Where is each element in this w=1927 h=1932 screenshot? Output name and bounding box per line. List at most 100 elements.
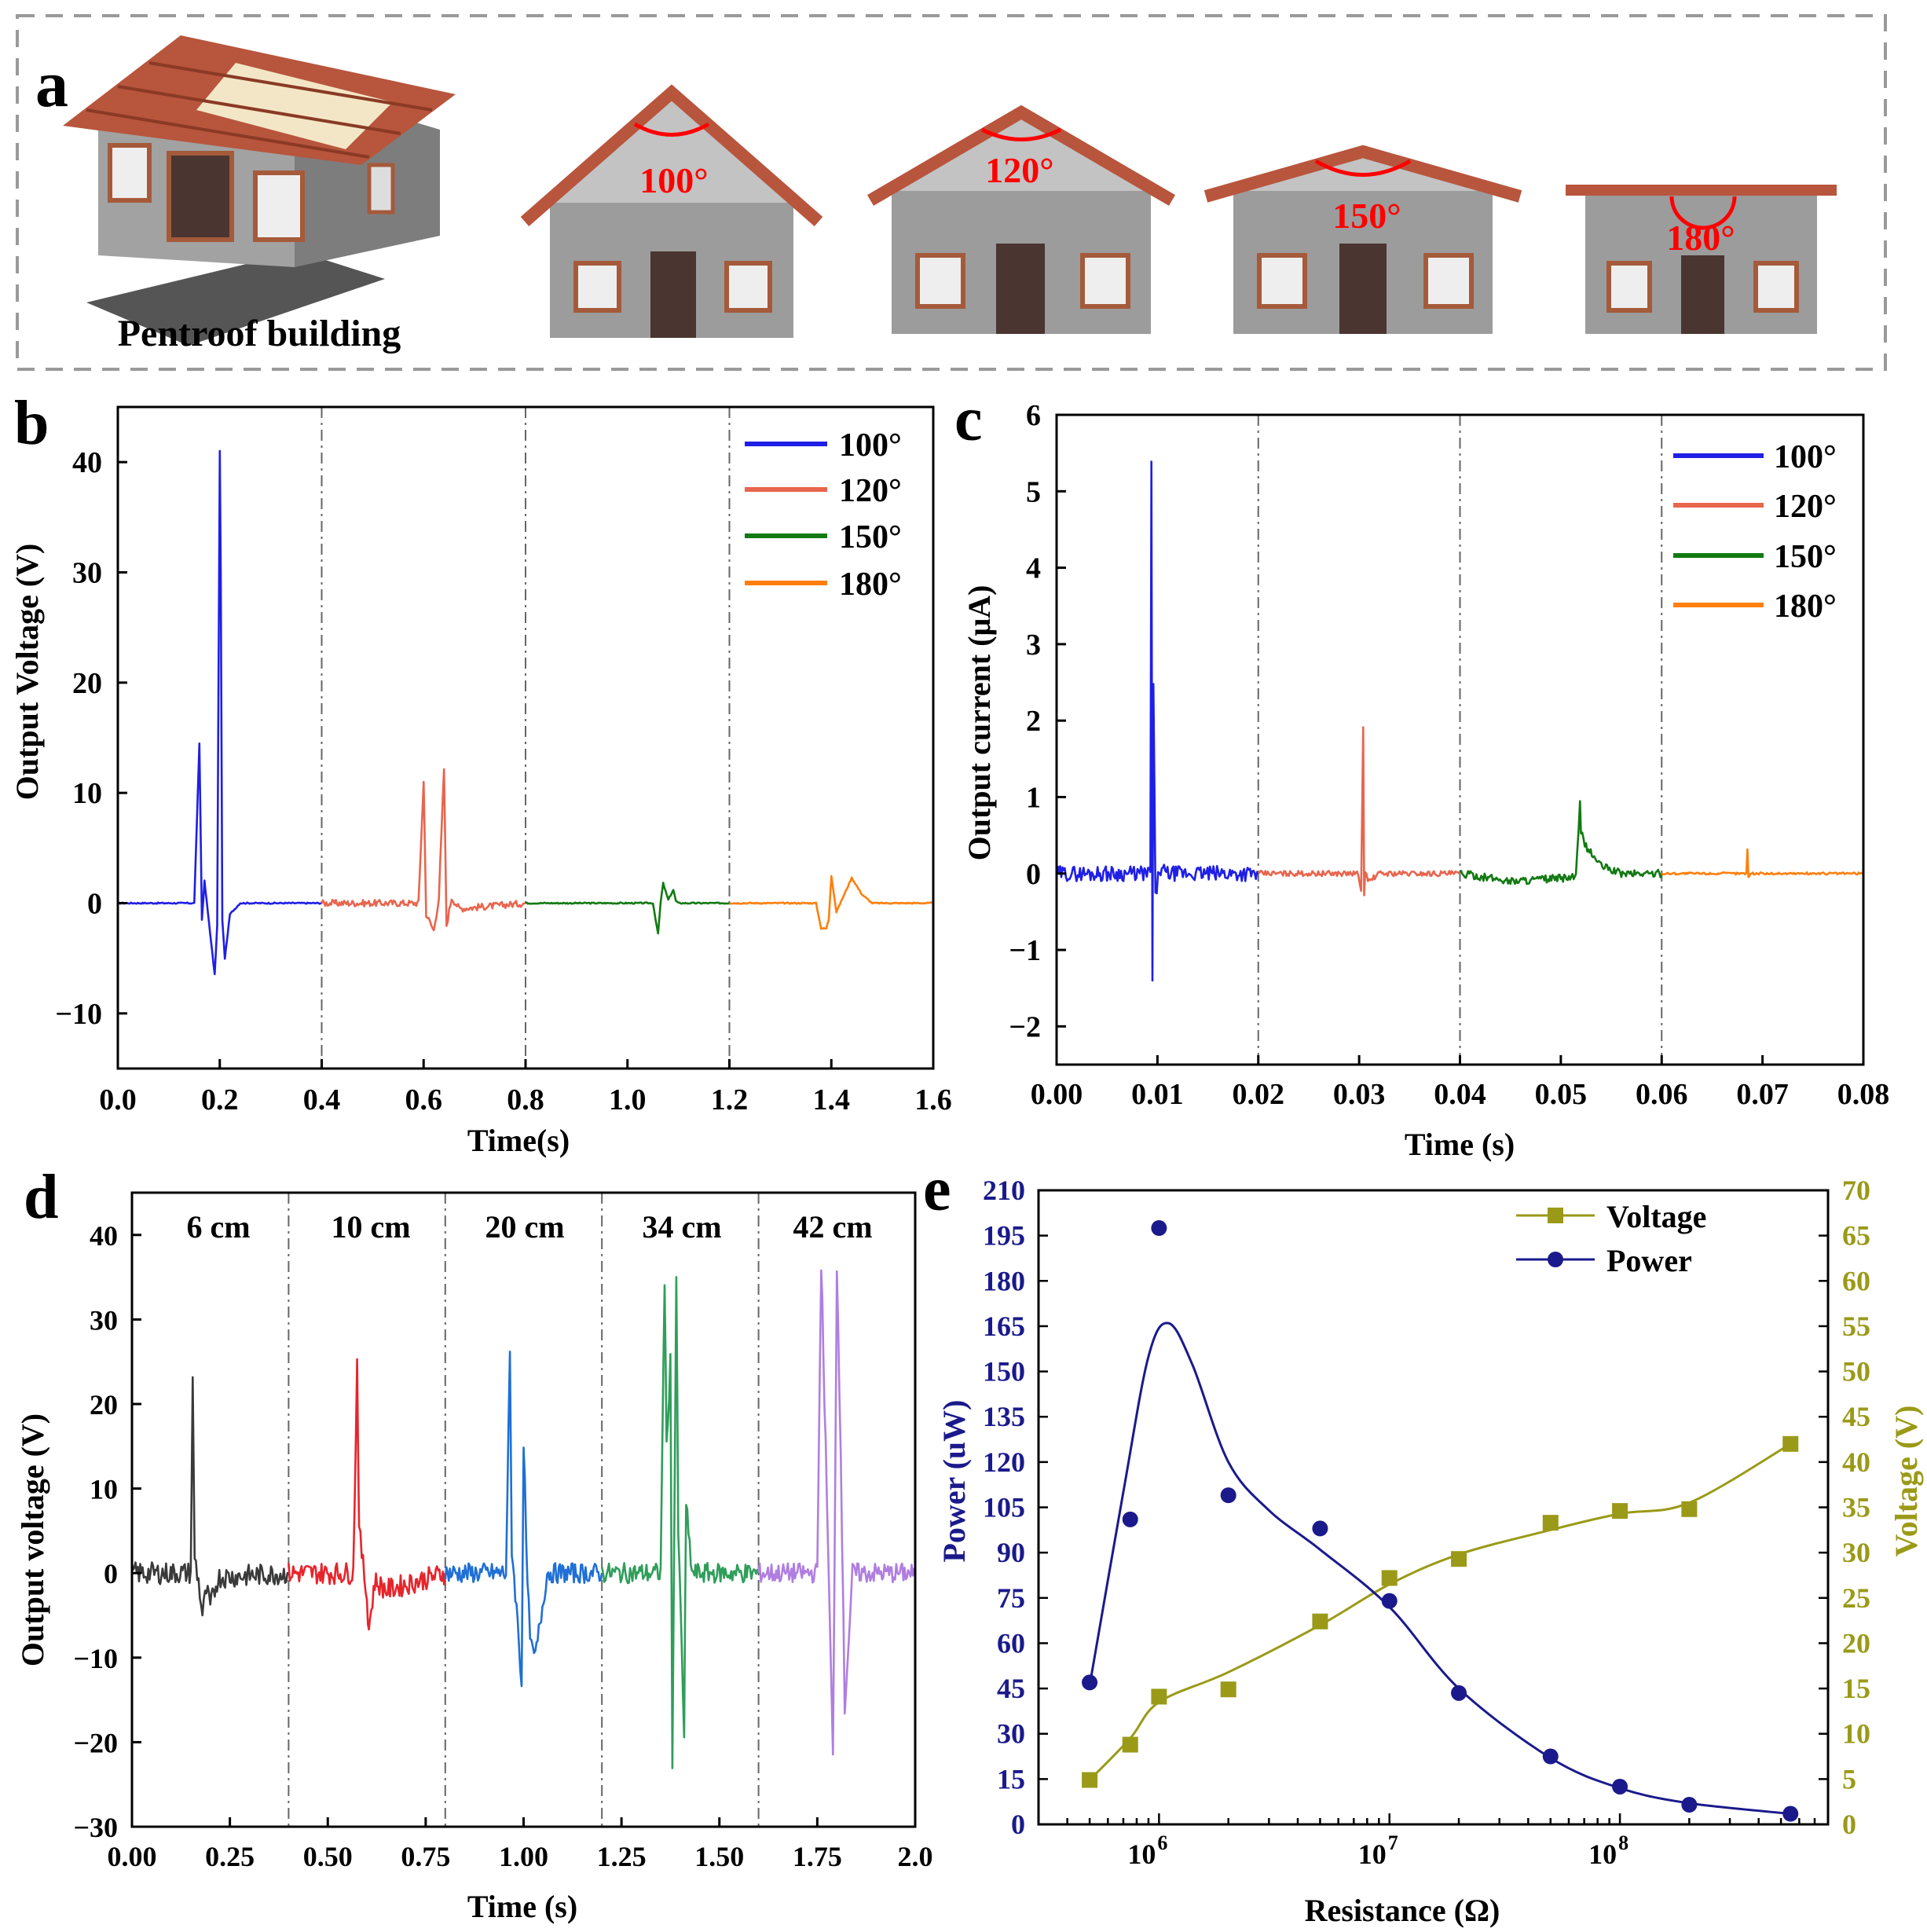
voltage-point (1612, 1503, 1628, 1520)
y-tick-label: 0 (1011, 1809, 1025, 1840)
series-line-3 (525, 882, 730, 935)
series-line-2 (1257, 726, 1460, 896)
panel-b-legend: 100° 120° 150° 180° (745, 427, 902, 603)
x-tick-label: 0.03 (1333, 1078, 1386, 1111)
y-tick-label: 40 (90, 1220, 118, 1252)
panel-d: d 0.00 0.25 0.50 0.75 1.00 1.25 1.50 1.75 2.0 −30… (15, 1163, 933, 1924)
panel-a-frame (16, 14, 1887, 371)
segment-label-42cm: 42 cm (793, 1209, 872, 1245)
y-tick-label: 180 (983, 1265, 1025, 1296)
y2-tick-label: 65 (1842, 1220, 1870, 1252)
flat-roof (1566, 185, 1837, 196)
panel-e-label: e (923, 1155, 951, 1224)
y-tick-label: 10 (72, 777, 102, 810)
x-tick-label: 0.02 (1233, 1078, 1285, 1111)
y-tick-label: 135 (983, 1401, 1025, 1432)
x-tick-label: 0.07 (1736, 1078, 1789, 1111)
voltage-point (1381, 1570, 1398, 1586)
segment-label-6cm: 6 cm (186, 1209, 250, 1245)
y-tick-label: 0 (104, 1558, 118, 1589)
y2-tick-label: 60 (1842, 1265, 1870, 1296)
y2-tick-label: 5 (1842, 1763, 1856, 1795)
x-tick-label: 0.00 (108, 1841, 157, 1872)
legend-b-150: 150° (839, 519, 902, 555)
y-tick-label: 15 (997, 1763, 1025, 1795)
x-tick-label: 1.75 (793, 1841, 842, 1872)
series-line-4 (600, 1276, 760, 1769)
voltage-point (1151, 1688, 1167, 1705)
legend-e-voltage-marker (1548, 1208, 1563, 1223)
y-tick-label: 150 (983, 1356, 1025, 1388)
x-tick-label: 1.00 (499, 1841, 548, 1872)
y-tick-label: −2 (1009, 1010, 1041, 1043)
y-tick-label: 120 (983, 1446, 1025, 1478)
voltage-point (1542, 1515, 1559, 1531)
series-line-4 (729, 874, 934, 930)
plot-b: 0.0 0.2 0.4 0.6 0.8 1.0 1.2 1.4 1.6 −10 0 10 20 30 40 (55, 405, 952, 1116)
x-tick-label: 1.25 (597, 1841, 647, 1872)
voltage-point (1082, 1772, 1098, 1788)
panel-e-legend: Voltage Power (1516, 1199, 1706, 1278)
house-150deg: 150° (1203, 145, 1522, 334)
y-tick-label: 30 (72, 557, 102, 590)
x-tick-label: 0.08 (1837, 1078, 1890, 1111)
x-tick-label: 0.04 (1434, 1078, 1486, 1111)
power-point (1782, 1806, 1799, 1822)
power-point (1312, 1520, 1328, 1537)
angle-label-120: 120° (985, 150, 1053, 190)
x-tick-label: 0.05 (1535, 1078, 1588, 1111)
y-tick-label: 3 (1026, 629, 1041, 662)
x-tick-label: 0.8 (507, 1083, 544, 1116)
y-tick-label: −20 (73, 1727, 118, 1758)
y2-tick-label: 10 (1842, 1718, 1870, 1750)
y-tick-label: 30 (997, 1718, 1025, 1750)
plot-d: 0.00 0.25 0.50 0.75 1.00 1.25 1.50 1.75 2.0 −30 −2… (73, 1191, 933, 1872)
panel-d-label: d (24, 1163, 59, 1232)
y-tick-label: 6 (1026, 399, 1041, 432)
panel-e: e 10 6 10 7 10 801530456075901051201351501651… (923, 1155, 1924, 1928)
angle-label-150: 150° (1332, 196, 1401, 236)
y-tick-label: −1 (1009, 934, 1041, 967)
voltage-point (1220, 1681, 1236, 1698)
legend-e-power: Power (1606, 1243, 1692, 1278)
x-tick-label: 0.6 (405, 1083, 443, 1116)
y-tick-label: 0 (1026, 858, 1041, 891)
x-tick-exponent: 7 (1388, 1831, 1398, 1854)
power-fit-line (1088, 1322, 1791, 1816)
x-tick-label: 0.4 (303, 1083, 341, 1116)
panel-e-xlabel: Resistance (Ω) (1305, 1893, 1500, 1928)
y-tick-label: 20 (72, 667, 102, 700)
y-tick-label: 30 (90, 1304, 118, 1336)
legend-c-100: 100° (1774, 439, 1837, 475)
house-180deg: 180° (1566, 185, 1837, 334)
y-tick-label: 210 (983, 1175, 1025, 1206)
x-tick-exponent: 6 (1157, 1831, 1167, 1854)
y-tick-label: −10 (55, 998, 102, 1031)
legend-b-100: 100° (839, 427, 902, 464)
panel-c-ylabel: Output current (μA) (962, 585, 997, 861)
pentroof-building-illustration (63, 35, 456, 346)
plot-e: 10 6 10 7 10 80153045607590105120135150165180… (983, 1175, 1870, 1870)
x-tick-label: 10 (1588, 1839, 1617, 1870)
x-tick-label: 0.2 (201, 1083, 239, 1116)
y2-tick-label: 25 (1842, 1582, 1870, 1614)
series-line-1 (130, 1376, 289, 1617)
x-tick-label: 0.0 (99, 1083, 137, 1116)
segment-label-34cm: 34 cm (642, 1209, 721, 1245)
pentroof-caption: Pentroof building (118, 313, 401, 354)
y-tick-label: 195 (983, 1220, 1025, 1252)
series-line-2 (288, 1358, 447, 1631)
y-tick-label: 0 (87, 888, 102, 921)
segment-label-20cm: 20 cm (485, 1209, 564, 1245)
power-point (1451, 1685, 1467, 1701)
legend-c-120: 120° (1774, 489, 1837, 525)
house-100deg: 100° (520, 84, 823, 338)
y-tick-label: 1 (1026, 781, 1041, 814)
panel-e-y2label: Voltage (V) (1889, 1406, 1924, 1557)
panel-b-label: b (14, 389, 49, 458)
y-tick-label: 4 (1026, 552, 1041, 585)
segment-label-10cm: 10 cm (331, 1209, 410, 1245)
y-tick-label: 2 (1026, 705, 1041, 738)
legend-c-150: 150° (1774, 539, 1837, 575)
series-line-1 (1055, 460, 1259, 982)
